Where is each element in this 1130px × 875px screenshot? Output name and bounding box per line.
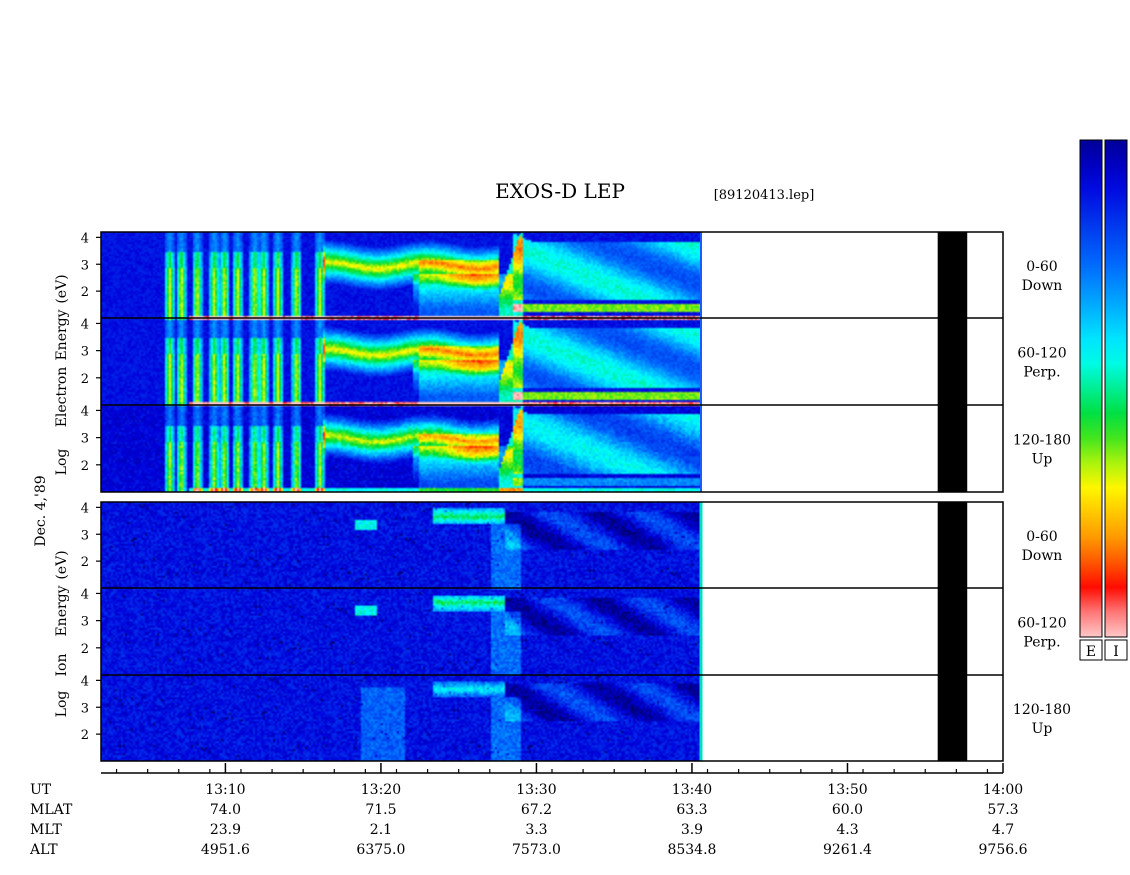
y-tick-label: 4 xyxy=(81,231,89,246)
y-tick-label: 3 xyxy=(81,345,89,360)
row-label-mlat: MLAT xyxy=(30,802,73,818)
panel-direction: Up xyxy=(1032,452,1053,468)
y-tick-label: 2 xyxy=(81,459,89,474)
panel-pitch-range: 120-180 xyxy=(1013,433,1071,449)
row-label-mlt: MLT xyxy=(30,822,62,838)
x-label-mlt: 2.1 xyxy=(370,822,392,838)
chart-title: EXOS-D LEP xyxy=(495,179,625,203)
x-label-alt: 4951.6 xyxy=(201,842,250,858)
colorbar-electron-label: E xyxy=(1086,644,1096,660)
panel-pitch-range: 60-120 xyxy=(1017,616,1066,632)
electron-spectrogram xyxy=(101,232,701,492)
x-label-alt: 9756.6 xyxy=(979,842,1028,858)
x-label-mlat: 57.3 xyxy=(987,802,1018,818)
ion-ylabel-unit: (eV) xyxy=(54,550,70,579)
electron-frame xyxy=(100,231,1004,493)
ion-frame xyxy=(100,501,1004,762)
colorbar-electron-label-box xyxy=(1079,639,1103,661)
row-label-ut: UT xyxy=(30,782,52,798)
panel-pitch-range: 0-60 xyxy=(1026,529,1057,545)
y-tick-label: 3 xyxy=(81,432,89,447)
y-tick-label: 3 xyxy=(81,701,89,716)
y-tick-label: 2 xyxy=(81,555,89,570)
colorbars: E I xyxy=(1079,139,1128,661)
ion-spectrogram-group xyxy=(101,502,703,761)
x-label-alt: 9261.4 xyxy=(823,842,872,858)
x-label-ut: 13:10 xyxy=(205,782,245,798)
ion-ylabel-log: Log xyxy=(54,691,70,718)
x-label-ut: 13:50 xyxy=(827,782,867,798)
electron-ylabel-energy: Energy xyxy=(54,309,70,360)
electron-ylabel-log: Log xyxy=(54,449,70,476)
colorbar-ion-label-box xyxy=(1104,639,1128,661)
x-label-mlt: 3.3 xyxy=(525,822,547,838)
x-label-mlt: 3.9 xyxy=(681,822,703,838)
y-tick-label: 2 xyxy=(81,642,89,657)
x-label-mlt: 23.9 xyxy=(210,822,241,838)
x-label-mlt: 4.3 xyxy=(836,822,858,838)
x-label-mlt: 4.7 xyxy=(992,822,1014,838)
x-label-ut: 13:20 xyxy=(361,782,401,798)
ion-ylabel-energy: Energy xyxy=(54,585,70,636)
y-tick-label: 4 xyxy=(81,404,89,419)
y-tick-label: 4 xyxy=(81,501,89,516)
x-label-mlat: 63.3 xyxy=(676,802,707,818)
colorbar-ion-label: I xyxy=(1113,644,1119,660)
electron-ylabel-species: Electron xyxy=(54,367,70,428)
time-axis-labels: 13:10 74.0 23.9 4951.6 13:20 71.5 2.1 6375.0 13:… xyxy=(201,763,1028,858)
y-tick-label: 2 xyxy=(81,285,89,300)
panel-pitch-range: 120-180 xyxy=(1013,702,1071,718)
x-label-alt: 6375.0 xyxy=(356,842,405,858)
data-gap-ion xyxy=(937,502,968,761)
x-label-ut: 13:40 xyxy=(672,782,712,798)
date-label: Dec. 4,'89 xyxy=(33,475,49,546)
x-label-mlat: 67.2 xyxy=(521,802,552,818)
data-gap-electron xyxy=(937,232,968,492)
x-label-ut: 14:00 xyxy=(983,782,1023,798)
ion-spectrogram xyxy=(101,502,701,761)
ion-ylabel-species: Ion xyxy=(54,654,70,677)
row-label-alt: ALT xyxy=(29,842,58,858)
electron-ylabel: Log Electron Energy (eV) xyxy=(54,274,70,475)
y-tick-label: 4 xyxy=(81,587,89,602)
panel-direction: Down xyxy=(1022,278,1063,294)
y-tick-label: 2 xyxy=(81,728,89,743)
y-tick-label: 4 xyxy=(81,317,89,332)
ion-ylabel: Log Ion Energy (eV) xyxy=(54,550,70,717)
y-tick-label: 4 xyxy=(81,674,89,689)
y-tick-label: 3 xyxy=(81,615,89,630)
panel-labels: 0-60 Down 60-120 Perp. 120-180 Up 0-60 Down 60-1… xyxy=(1013,259,1071,737)
x-label-alt: 8534.8 xyxy=(667,842,716,858)
panel-direction: Up xyxy=(1032,721,1053,737)
panel-pitch-range: 60-120 xyxy=(1017,346,1066,362)
colorbar-electron xyxy=(1079,139,1103,638)
panel-direction: Perp. xyxy=(1023,635,1060,651)
x-label-ut: 13:30 xyxy=(516,782,556,798)
y-tick-label: 2 xyxy=(81,372,89,387)
colorbar-ion xyxy=(1104,139,1128,638)
panel-direction: Perp. xyxy=(1023,365,1060,381)
x-label-mlat: 60.0 xyxy=(832,802,863,818)
x-label-mlat: 74.0 xyxy=(210,802,241,818)
y-tick-label: 3 xyxy=(81,528,89,543)
panel-direction: Down xyxy=(1022,548,1063,564)
file-label: [89120413.lep] xyxy=(714,188,815,203)
time-axis-ticks xyxy=(115,769,989,773)
x-label-alt: 7573.0 xyxy=(512,842,561,858)
electron-ylabel-unit: (eV) xyxy=(54,274,70,303)
panel-pitch-range: 0-60 xyxy=(1026,259,1057,275)
y-ticks: 4 3 2 4 3 2 4 3 2 4 3 2 4 3 2 4 3 2 xyxy=(81,231,101,743)
electron-spectrogram-group xyxy=(101,232,702,492)
y-tick-label: 3 xyxy=(81,258,89,273)
x-label-mlat: 71.5 xyxy=(365,802,396,818)
